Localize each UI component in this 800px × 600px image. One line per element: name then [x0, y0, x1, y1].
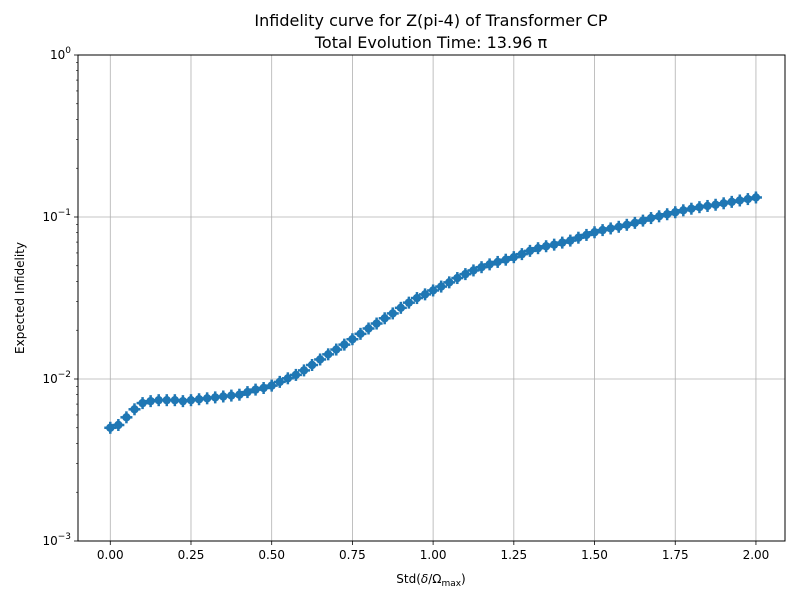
data-point — [297, 364, 310, 377]
data-point — [265, 379, 278, 392]
data-point — [338, 338, 351, 351]
x-axis-label-subscript: max — [441, 579, 461, 589]
data-point — [330, 343, 343, 356]
data-point — [322, 348, 335, 361]
y-tick-base: 10 — [42, 534, 57, 548]
data-point — [370, 317, 383, 330]
x-axis-label: Std(δ/Ωmax) — [396, 572, 465, 589]
x-tick-label: 0.50 — [258, 548, 285, 562]
data-point — [257, 381, 270, 394]
x-tick-label: 0.75 — [339, 548, 366, 562]
y-tick-label: 100 — [50, 46, 71, 62]
chart-title: Infidelity curve for Z(pi-4) of Transfor… — [254, 11, 608, 30]
data-point — [419, 288, 432, 301]
y-tick-base: 10 — [42, 210, 57, 224]
axis-ticks: 0.00 0.25 0.50 0.75 1.00 1.25 1.50 1.75 2.0010−3… — [42, 46, 769, 562]
data-point — [749, 191, 762, 204]
x-tick-label: 1.25 — [500, 548, 527, 562]
data-point — [661, 208, 674, 221]
y-tick-label: 10−3 — [42, 532, 71, 548]
y-tick-exponent: −1 — [58, 208, 71, 218]
data-point — [709, 198, 722, 211]
data-point — [427, 284, 440, 297]
y-axis-label: Expected Infidelity — [13, 242, 27, 354]
x-tick-label: 1.00 — [420, 548, 447, 562]
data-point — [314, 353, 327, 366]
y-tick-label: 10−2 — [42, 370, 71, 386]
data-point — [233, 388, 246, 401]
x-axis-label-omega: /Ω — [428, 572, 441, 586]
x-axis-label-close: ) — [461, 572, 466, 586]
data-point — [556, 236, 569, 249]
data-point — [362, 322, 375, 335]
data-point — [120, 411, 133, 424]
data-point — [346, 333, 359, 346]
y-tick-exponent: −2 — [58, 370, 71, 380]
plot-frame — [77, 54, 786, 542]
x-tick-label: 0.00 — [97, 548, 124, 562]
y-tick-exponent: −3 — [58, 532, 71, 542]
data-point — [588, 226, 601, 239]
y-tick-label: 10−1 — [42, 208, 71, 224]
data-point — [402, 296, 415, 309]
data-point — [378, 312, 391, 325]
data-point — [410, 292, 423, 305]
x-axis-label-text: Std( — [396, 572, 421, 586]
x-tick-label: 1.75 — [662, 548, 689, 562]
data-point — [354, 327, 367, 340]
data-point — [273, 375, 286, 388]
x-tick-label: 2.00 — [743, 548, 770, 562]
data-series — [104, 191, 762, 434]
data-point — [289, 368, 302, 381]
data-point — [459, 268, 472, 281]
y-tick-base: 10 — [50, 48, 65, 62]
data-point — [281, 372, 294, 385]
data-point — [443, 276, 456, 289]
data-point — [394, 301, 407, 314]
data-point — [160, 394, 173, 407]
data-point — [306, 359, 319, 372]
y-tick-exponent: 0 — [65, 46, 71, 56]
x-tick-label: 0.25 — [178, 548, 205, 562]
data-point — [112, 419, 125, 432]
x-axis-label-delta: δ — [421, 572, 428, 586]
data-point — [596, 224, 609, 237]
data-point — [386, 307, 399, 320]
chart-subtitle: Total Evolution Time: 13.96 π — [314, 33, 548, 52]
plot-area — [78, 55, 785, 541]
x-tick-label: 1.50 — [581, 548, 608, 562]
data-point — [435, 280, 448, 293]
data-point — [128, 403, 141, 416]
data-point — [451, 272, 464, 285]
y-tick-base: 10 — [42, 372, 57, 386]
